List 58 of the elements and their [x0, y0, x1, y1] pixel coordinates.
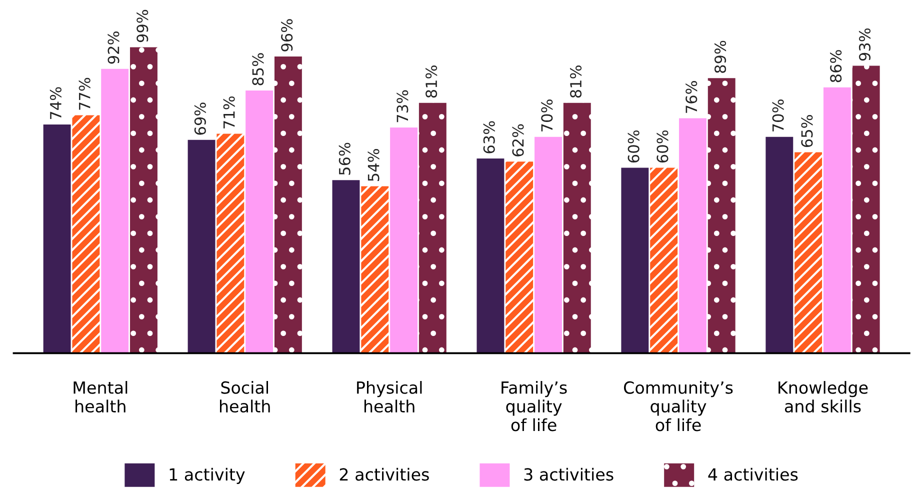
bar	[43, 124, 71, 354]
data-label: 70%	[541, 100, 553, 132]
bar	[274, 56, 302, 354]
data-label: 92%	[108, 32, 120, 64]
bar	[361, 186, 389, 354]
bar	[418, 102, 446, 354]
bar	[621, 168, 649, 354]
data-label: 81%	[426, 66, 438, 98]
data-label: 93%	[858, 28, 871, 61]
legend-label: 4 activities	[708, 468, 798, 481]
data-label: 86%	[830, 50, 842, 82]
data-label: 69%	[194, 102, 206, 135]
bar	[708, 78, 736, 354]
x-tick-label: Social health	[220, 380, 270, 413]
bar	[332, 180, 360, 354]
bar	[476, 158, 504, 354]
bar	[534, 136, 562, 354]
bar	[650, 168, 678, 354]
legend-label: 3 activities	[524, 468, 614, 481]
data-label: 63%	[483, 121, 495, 154]
bar	[130, 47, 158, 354]
data-label: 96%	[281, 19, 293, 52]
data-label: 71%	[223, 96, 235, 128]
bar	[823, 87, 851, 354]
data-label: 56%	[338, 142, 350, 175]
data-label: 99%	[136, 10, 148, 42]
data-label: 77%	[78, 78, 90, 110]
bar	[101, 68, 129, 354]
bar	[188, 140, 216, 354]
data-label: 62%	[512, 124, 524, 156]
data-label: 74%	[50, 87, 62, 120]
data-label: 54%	[368, 149, 380, 181]
bar	[506, 162, 534, 354]
legend-label: 2 activities	[340, 468, 429, 481]
x-tick-label: Family’s quality of life	[502, 380, 567, 432]
data-label: 81%	[570, 66, 582, 98]
data-label: 73%	[396, 90, 408, 122]
data-label: 76%	[686, 81, 698, 113]
bar	[216, 134, 244, 354]
bar	[390, 128, 418, 354]
data-label: 60%	[656, 130, 668, 163]
bar	[852, 66, 880, 354]
bar	[766, 136, 794, 354]
x-tick-label: Knowledge and skills	[778, 380, 868, 413]
bar	[679, 118, 706, 354]
data-label: 89%	[714, 40, 726, 73]
bar	[72, 115, 100, 354]
bar	[794, 152, 822, 354]
x-tick-label: Community’s quality of life	[624, 380, 733, 432]
data-label: 60%	[628, 130, 640, 163]
data-label: 65%	[801, 115, 813, 148]
data-label: 85%	[252, 53, 264, 86]
legend-label: 1 activity	[170, 468, 245, 484]
data-label: 70%	[772, 100, 784, 132]
bar	[246, 90, 274, 354]
x-tick-label: Mental health	[74, 380, 128, 413]
x-tick-label: Physical health	[357, 380, 422, 413]
bar	[563, 102, 591, 354]
